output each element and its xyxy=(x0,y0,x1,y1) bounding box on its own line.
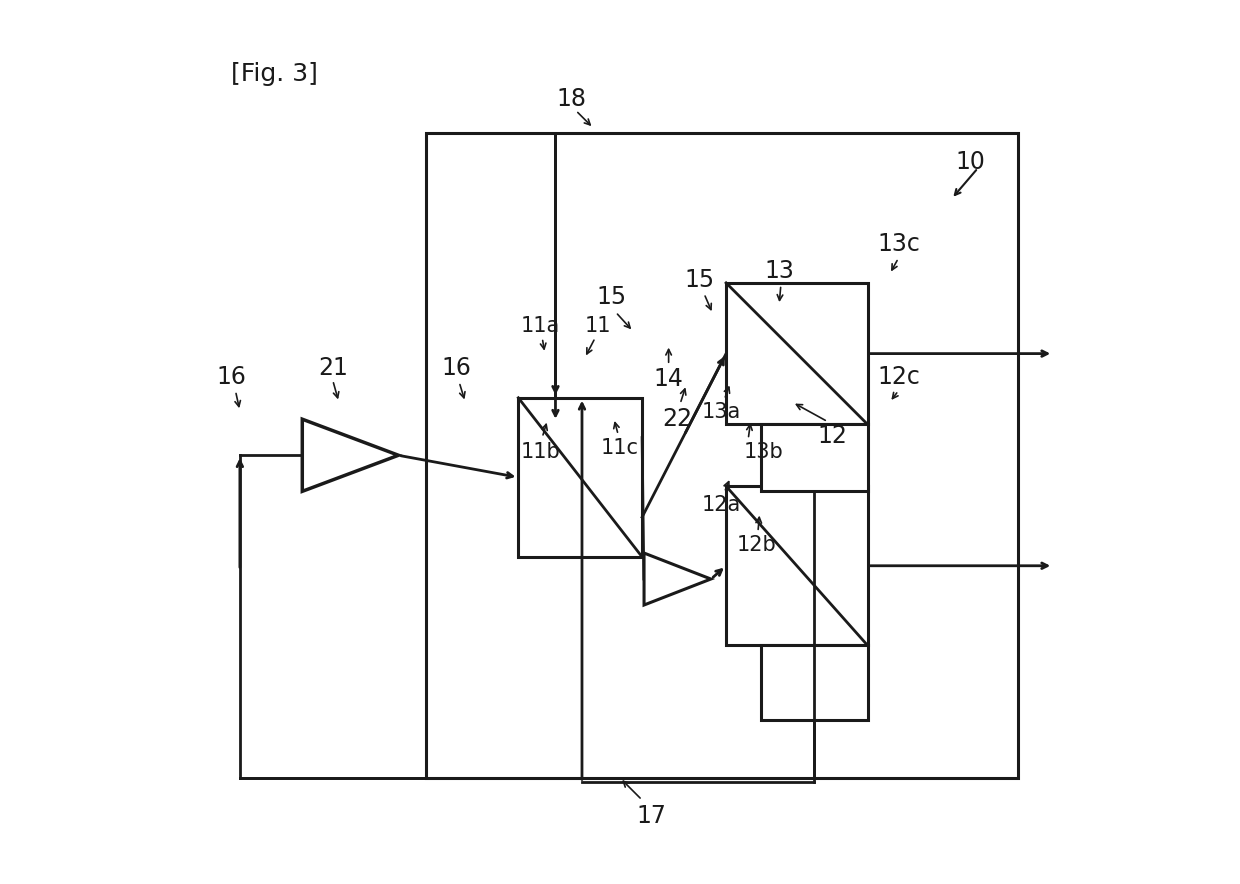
Text: 18: 18 xyxy=(557,87,587,110)
Text: 12: 12 xyxy=(817,424,847,448)
Text: 15: 15 xyxy=(684,268,714,292)
Text: 16: 16 xyxy=(216,365,246,389)
Polygon shape xyxy=(644,553,711,605)
Text: 13c: 13c xyxy=(877,232,920,256)
Text: 13: 13 xyxy=(764,259,794,283)
Text: 13b: 13b xyxy=(744,442,784,462)
FancyBboxPatch shape xyxy=(425,133,1018,778)
FancyBboxPatch shape xyxy=(761,645,868,720)
FancyBboxPatch shape xyxy=(727,283,868,424)
Text: [Fig. 3]: [Fig. 3] xyxy=(231,62,317,86)
Text: 14: 14 xyxy=(653,367,683,391)
Text: 12a: 12a xyxy=(702,495,742,515)
Text: 11c: 11c xyxy=(601,438,639,458)
Text: 11a: 11a xyxy=(521,316,560,336)
Text: 22: 22 xyxy=(662,407,692,431)
Text: 21: 21 xyxy=(317,356,347,380)
Text: 17: 17 xyxy=(636,804,666,828)
Text: 11: 11 xyxy=(584,316,611,336)
FancyBboxPatch shape xyxy=(727,486,868,645)
Text: 10: 10 xyxy=(956,150,986,174)
FancyBboxPatch shape xyxy=(518,398,642,557)
Text: 16: 16 xyxy=(441,356,471,380)
FancyBboxPatch shape xyxy=(761,424,868,491)
Text: 12b: 12b xyxy=(737,535,777,555)
Polygon shape xyxy=(303,419,398,492)
Text: 12c: 12c xyxy=(877,365,920,389)
Text: 13a: 13a xyxy=(702,402,742,423)
Text: 11b: 11b xyxy=(521,442,560,462)
Text: 15: 15 xyxy=(596,286,626,309)
